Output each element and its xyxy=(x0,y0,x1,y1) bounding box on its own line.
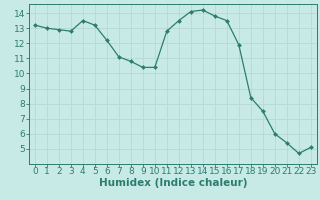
X-axis label: Humidex (Indice chaleur): Humidex (Indice chaleur) xyxy=(99,178,247,188)
